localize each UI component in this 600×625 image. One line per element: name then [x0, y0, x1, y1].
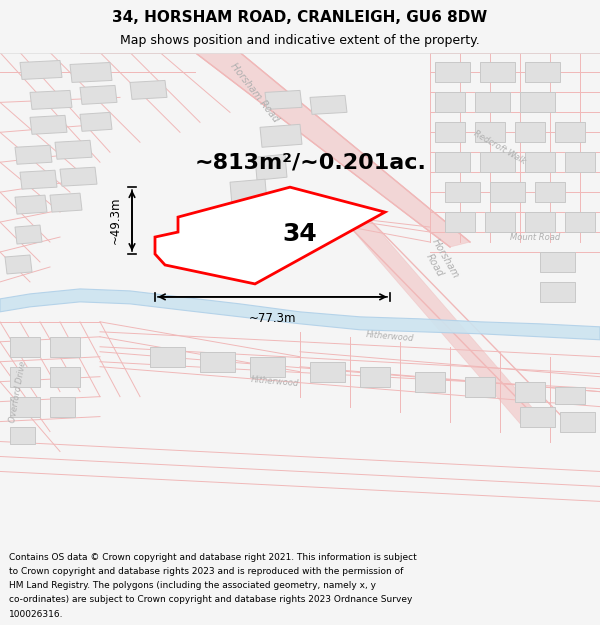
Polygon shape [250, 357, 285, 377]
Polygon shape [80, 86, 117, 104]
Polygon shape [445, 182, 480, 202]
Polygon shape [265, 91, 302, 109]
Polygon shape [10, 426, 35, 444]
Polygon shape [10, 367, 40, 387]
Text: to Crown copyright and database rights 2023 and is reproduced with the permissio: to Crown copyright and database rights 2… [9, 568, 403, 576]
Polygon shape [20, 61, 62, 79]
Polygon shape [445, 212, 475, 232]
Polygon shape [5, 255, 32, 274]
Polygon shape [565, 212, 595, 232]
Text: Overford Drive: Overford Drive [8, 360, 28, 423]
Polygon shape [155, 187, 385, 284]
Text: Redcroft Walk: Redcroft Walk [472, 129, 527, 166]
Polygon shape [50, 337, 80, 357]
Polygon shape [50, 193, 82, 212]
Polygon shape [30, 91, 72, 109]
Text: HM Land Registry. The polygons (including the associated geometry, namely x, y: HM Land Registry. The polygons (includin… [9, 581, 376, 591]
Text: Horsham Road: Horsham Road [229, 61, 281, 124]
Text: Hitherwood: Hitherwood [251, 375, 299, 388]
Text: 34, HORSHAM ROAD, CRANLEIGH, GU6 8DW: 34, HORSHAM ROAD, CRANLEIGH, GU6 8DW [112, 11, 488, 26]
Text: 34: 34 [283, 222, 317, 246]
Polygon shape [130, 81, 167, 99]
Polygon shape [350, 220, 540, 424]
Polygon shape [70, 62, 112, 82]
Polygon shape [360, 367, 390, 387]
Text: ~49.3m: ~49.3m [109, 197, 122, 244]
Polygon shape [565, 152, 595, 173]
Polygon shape [20, 170, 57, 189]
Polygon shape [535, 182, 565, 202]
Polygon shape [525, 152, 555, 173]
Polygon shape [50, 367, 80, 387]
Polygon shape [30, 116, 67, 134]
Polygon shape [60, 168, 97, 186]
Polygon shape [475, 122, 505, 142]
Polygon shape [15, 145, 52, 164]
Polygon shape [310, 362, 345, 382]
Polygon shape [520, 92, 555, 112]
Polygon shape [540, 252, 575, 272]
Polygon shape [555, 122, 585, 142]
Polygon shape [490, 182, 525, 202]
Polygon shape [150, 347, 185, 367]
Text: ~813m²/~0.201ac.: ~813m²/~0.201ac. [195, 152, 427, 173]
Polygon shape [255, 154, 287, 180]
Polygon shape [10, 397, 40, 417]
Polygon shape [485, 212, 515, 232]
Polygon shape [540, 282, 575, 302]
Polygon shape [560, 412, 595, 431]
Polygon shape [0, 289, 600, 340]
Polygon shape [55, 140, 92, 159]
Polygon shape [435, 62, 470, 82]
Polygon shape [520, 407, 555, 426]
Text: co-ordinates) are subject to Crown copyright and database rights 2023 Ordnance S: co-ordinates) are subject to Crown copyr… [9, 596, 412, 604]
Polygon shape [525, 212, 555, 232]
Text: ~77.3m: ~77.3m [249, 312, 296, 325]
Polygon shape [195, 52, 470, 247]
Polygon shape [515, 122, 545, 142]
Polygon shape [555, 387, 585, 404]
Polygon shape [480, 152, 515, 173]
Polygon shape [50, 397, 75, 417]
Polygon shape [465, 377, 495, 397]
Polygon shape [515, 382, 545, 402]
Text: Contains OS data © Crown copyright and database right 2021. This information is : Contains OS data © Crown copyright and d… [9, 554, 417, 562]
Polygon shape [415, 372, 445, 392]
Polygon shape [230, 179, 267, 205]
Text: 100026316.: 100026316. [9, 609, 64, 619]
Polygon shape [80, 112, 112, 131]
Polygon shape [260, 124, 302, 148]
Text: Map shows position and indicative extent of the property.: Map shows position and indicative extent… [120, 34, 480, 47]
Text: Hitherwood: Hitherwood [365, 330, 415, 343]
Polygon shape [475, 92, 510, 112]
Text: Horsham
Road: Horsham Road [419, 238, 460, 286]
Polygon shape [435, 122, 465, 142]
Text: Mount Road: Mount Road [510, 232, 560, 241]
Polygon shape [310, 96, 347, 114]
Polygon shape [15, 195, 47, 214]
Polygon shape [525, 62, 560, 82]
Polygon shape [15, 225, 42, 244]
Polygon shape [435, 92, 465, 112]
Polygon shape [10, 337, 40, 357]
Polygon shape [200, 352, 235, 372]
Polygon shape [435, 152, 470, 173]
Polygon shape [480, 62, 515, 82]
